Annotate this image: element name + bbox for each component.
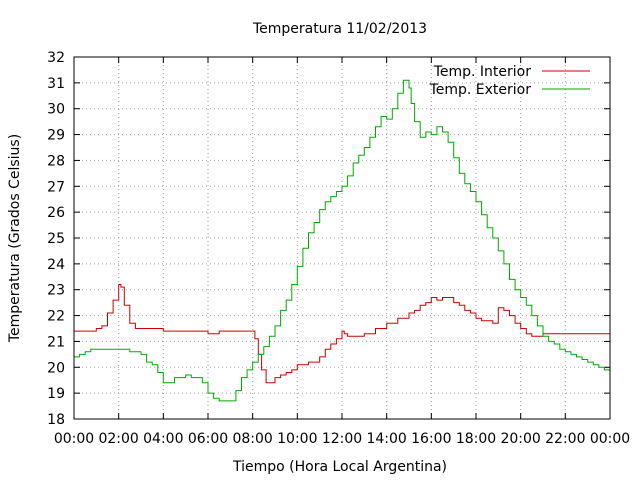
legend-label-interior: Temp. Interior	[433, 64, 532, 80]
plot-frame	[73, 56, 611, 420]
x-tick-label: 00:00	[54, 431, 94, 447]
x-tick-label: 16:00	[411, 431, 451, 447]
grid-layer	[74, 57, 610, 419]
legend-label-exterior: Temp. Exterior	[429, 82, 532, 98]
y-tick-label: 19	[47, 386, 65, 402]
y-tick-label: 29	[47, 128, 65, 144]
series-layer	[74, 79, 610, 402]
x-tick-label: 08:00	[232, 431, 272, 447]
x-axis-title: Tiempo (Hora Local Argentina)	[232, 459, 447, 475]
x-tick-label: 12:00	[322, 431, 362, 447]
y-tick-label: 18	[47, 412, 65, 428]
x-tick-label: 00:00	[590, 431, 630, 447]
y-tick-label: 22	[47, 309, 65, 325]
x-tick-label: 20:00	[500, 431, 540, 447]
y-tick-label: 25	[47, 231, 65, 247]
x-tick-label: 04:00	[143, 431, 183, 447]
y-axis-title: Temperatura (Grados Celsius)	[7, 134, 23, 343]
x-tick-label: 22:00	[545, 431, 585, 447]
y-tick-label: 26	[47, 205, 65, 221]
x-tick-label: 18:00	[456, 431, 496, 447]
x-tick-label: 06:00	[188, 431, 228, 447]
legend: Temp. Interior Temp. Exterior	[429, 64, 590, 98]
x-tick-label: 10:00	[277, 431, 317, 447]
y-tick-label: 27	[47, 179, 65, 195]
y-tick-label: 21	[47, 334, 65, 350]
x-tick-label: 14:00	[366, 431, 406, 447]
chart-title: Temperatura 11/02/2013	[252, 21, 427, 37]
y-tick-label: 28	[47, 153, 65, 169]
series-line-interior	[74, 284, 610, 384]
y-tick-label: 30	[47, 102, 65, 118]
y-tick-label: 24	[47, 257, 65, 273]
y-tick-label: 23	[47, 283, 65, 299]
x-tick-label: 02:00	[98, 431, 138, 447]
y-tick-label: 32	[47, 50, 65, 66]
series-line-exterior	[74, 79, 610, 402]
y-tick-label: 20	[47, 360, 65, 376]
y-tick-label: 31	[47, 76, 65, 92]
